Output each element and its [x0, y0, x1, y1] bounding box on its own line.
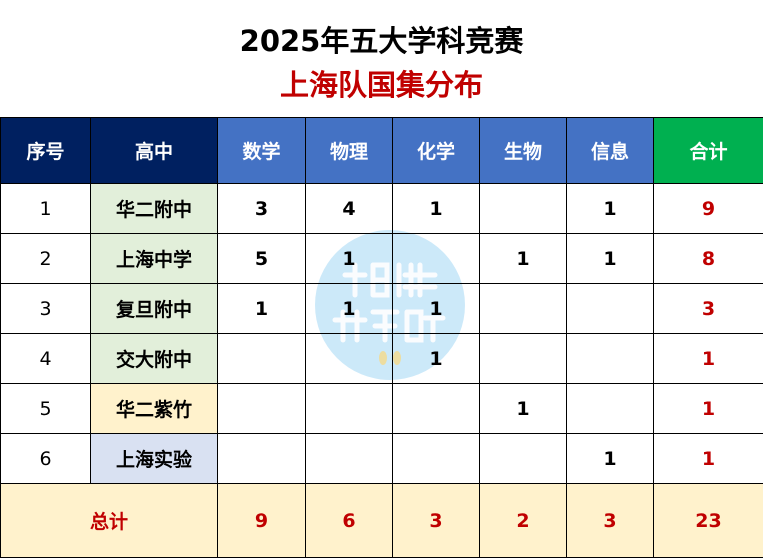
- row-informatics: [566, 383, 654, 434]
- row-school: 华二附中: [90, 183, 218, 234]
- table-row: 2 上海中学 5 1 1 1 8: [0, 233, 763, 284]
- row-math: 3: [217, 183, 306, 234]
- footer-row: 总计 9 6 3 2 3 23: [0, 483, 763, 558]
- page-title: 2025年五大学科竞赛: [239, 24, 524, 58]
- table-row: 4 交大附中 1 1: [0, 333, 763, 384]
- row-math: [217, 333, 306, 384]
- header-physics: 物理: [305, 117, 393, 184]
- row-index: 1: [0, 183, 91, 234]
- row-informatics: 1: [566, 433, 654, 484]
- row-physics: [305, 433, 393, 484]
- header-math: 数学: [217, 117, 306, 184]
- row-total: 1: [653, 333, 763, 384]
- row-index: 4: [0, 333, 91, 384]
- table-row: 3 复旦附中 1 1 1 3: [0, 283, 763, 334]
- row-math: [217, 383, 306, 434]
- header-index: 序号: [0, 117, 91, 184]
- row-total: 1: [653, 433, 763, 484]
- table-row: 6 上海实验 1 1: [0, 433, 763, 484]
- row-school: 复旦附中: [90, 283, 218, 334]
- row-total: 9: [653, 183, 763, 234]
- table-row: 1 华二附中 3 4 1 1 9: [0, 183, 763, 234]
- row-physics: 1: [305, 283, 393, 334]
- footer-informatics: 3: [566, 483, 654, 558]
- row-biology: [479, 283, 567, 334]
- row-chemistry: 1: [392, 283, 480, 334]
- row-total: 3: [653, 283, 763, 334]
- row-physics: 4: [305, 183, 393, 234]
- row-chemistry: [392, 233, 480, 284]
- row-informatics: [566, 283, 654, 334]
- footer-total: 23: [653, 483, 763, 558]
- row-index: 6: [0, 433, 91, 484]
- row-math: [217, 433, 306, 484]
- header-school: 高中: [90, 117, 218, 184]
- row-school: 交大附中: [90, 333, 218, 384]
- row-index: 2: [0, 233, 91, 284]
- row-biology: 1: [479, 233, 567, 284]
- row-school: 上海实验: [90, 433, 218, 484]
- header-biology: 生物: [479, 117, 567, 184]
- table-row: 5 华二紫竹 1 1: [0, 383, 763, 434]
- row-school: 上海中学: [90, 233, 218, 284]
- row-math: 5: [217, 233, 306, 284]
- row-total: 1: [653, 383, 763, 434]
- row-chemistry: [392, 433, 480, 484]
- header-informatics: 信息: [566, 117, 654, 184]
- row-biology: [479, 333, 567, 384]
- footer-label: 总计: [0, 483, 218, 558]
- row-math: 1: [217, 283, 306, 334]
- row-physics: [305, 383, 393, 434]
- row-total: 8: [653, 233, 763, 284]
- footer-math: 9: [217, 483, 306, 558]
- row-school: 华二紫竹: [90, 383, 218, 434]
- row-informatics: 1: [566, 233, 654, 284]
- page-subtitle: 上海队国集分布: [279, 68, 483, 102]
- row-biology: 1: [479, 383, 567, 434]
- header-row: 序号 高中 数学 物理 化学 生物 信息 合计: [0, 117, 763, 184]
- row-informatics: 1: [566, 183, 654, 234]
- row-chemistry: 1: [392, 183, 480, 234]
- row-index: 3: [0, 283, 91, 334]
- row-biology: [479, 183, 567, 234]
- row-informatics: [566, 333, 654, 384]
- row-index: 5: [0, 383, 91, 434]
- row-chemistry: 1: [392, 333, 480, 384]
- results-table: 序号 高中 数学 物理 化学 生物 信息 合计 1 华二附中 3 4 1 1 9 2 上海中学 5…: [0, 117, 763, 558]
- row-biology: [479, 433, 567, 484]
- footer-physics: 6: [305, 483, 393, 558]
- row-physics: [305, 333, 393, 384]
- header-chemistry: 化学: [392, 117, 480, 184]
- row-physics: 1: [305, 233, 393, 284]
- row-chemistry: [392, 383, 480, 434]
- footer-biology: 2: [479, 483, 567, 558]
- footer-chemistry: 3: [392, 483, 480, 558]
- header-total: 合计: [653, 117, 763, 184]
